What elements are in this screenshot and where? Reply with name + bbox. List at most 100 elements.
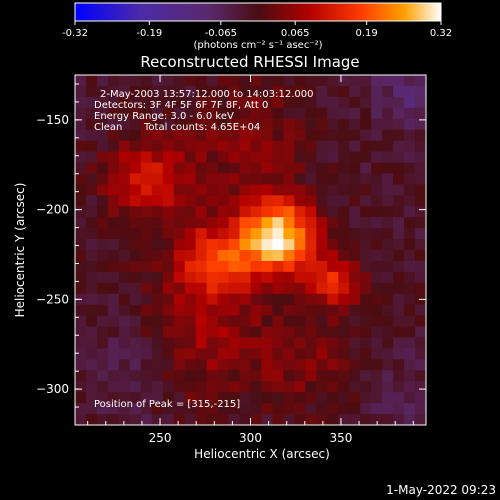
heatmap-cell — [140, 162, 153, 175]
heatmap-cell — [217, 359, 230, 371]
heatmap-cell — [162, 140, 175, 153]
heatmap-cell — [162, 315, 175, 328]
heatmap-cell — [129, 260, 142, 273]
heatmap-cell — [228, 348, 241, 360]
heatmap-cell — [85, 140, 98, 153]
heatmap-cell — [151, 151, 164, 164]
heatmap-cell — [162, 173, 175, 185]
heatmap-cell — [371, 75, 383, 87]
heatmap-cell — [415, 140, 426, 153]
heatmap-cell — [404, 304, 416, 317]
heatmap-cell — [184, 315, 197, 328]
heatmap-cell — [173, 370, 186, 382]
heatmap-cell — [228, 239, 241, 251]
heatmap-cell — [327, 228, 339, 240]
heatmap-cell — [360, 414, 372, 425]
heatmap-cell — [338, 403, 350, 415]
heatmap-cell — [184, 348, 197, 360]
heatmap-cell — [371, 315, 383, 328]
heatmap-cell — [327, 96, 339, 109]
heatmap-cell — [316, 85, 328, 98]
heatmap-cell — [206, 414, 219, 425]
heatmap-cell — [75, 140, 87, 153]
heatmap-cell — [360, 195, 372, 207]
heatmap-cell — [239, 151, 252, 164]
heatmap-cell — [393, 118, 405, 131]
heatmap-cell — [393, 293, 405, 306]
heatmap-cell — [283, 75, 295, 87]
heatmap-cell — [272, 403, 285, 415]
heatmap-cell — [382, 392, 394, 404]
heatmap-cell — [305, 140, 317, 153]
heatmap-cell — [305, 359, 317, 371]
heatmap-cell — [151, 315, 164, 328]
heatmap-cell — [316, 250, 328, 262]
heatmap-cell — [305, 304, 317, 317]
heatmap-cell — [107, 337, 120, 350]
heatmap-cell — [184, 260, 197, 273]
heatmap-cell — [261, 239, 274, 251]
heatmap-cell — [415, 118, 426, 131]
heatmap-cell — [404, 129, 416, 142]
heatmap-cell — [349, 348, 361, 360]
heatmap-cell — [261, 414, 274, 425]
heatmap-cell — [294, 85, 306, 98]
heatmap-cell — [382, 85, 394, 98]
heatmap-cell — [173, 217, 186, 229]
heatmap-cell — [272, 96, 285, 109]
heatmap-cell — [305, 293, 317, 306]
heatmap-cell — [415, 206, 426, 218]
heatmap-cell — [96, 304, 109, 317]
heatmap-cell — [393, 129, 405, 142]
heatmap-cell — [272, 260, 285, 273]
heatmap-cell — [118, 96, 131, 109]
heatmap-cell — [305, 403, 317, 415]
heatmap-cell — [305, 96, 317, 109]
heatmap-cell — [228, 403, 241, 415]
heatmap-cell — [261, 75, 274, 87]
heatmap-cell — [118, 228, 131, 240]
heatmap-cell — [371, 118, 383, 131]
heatmap-cell — [228, 140, 241, 153]
heatmap-cell — [151, 217, 164, 229]
heatmap-cell — [250, 195, 263, 207]
heatmap-cell — [316, 206, 328, 218]
heatmap-cell — [129, 348, 142, 360]
heatmap-cell — [85, 381, 98, 393]
heatmap-cell — [75, 250, 87, 262]
heatmap-cell — [140, 228, 153, 240]
heatmap-cell — [173, 326, 186, 339]
heatmap-cell — [85, 337, 98, 350]
heatmap-cell — [96, 129, 109, 142]
heatmap-cell — [360, 250, 372, 262]
heatmap-cell — [404, 315, 416, 328]
heatmap-cell — [75, 326, 87, 339]
heatmap-cell — [129, 337, 142, 350]
heatmap-cell — [294, 129, 306, 142]
heatmap-cell — [261, 173, 274, 185]
heatmap-cell — [393, 392, 405, 404]
colorbar-tick-label: -0.065 — [205, 28, 237, 39]
heatmap-cell — [195, 293, 208, 306]
heatmap-cell — [184, 151, 197, 164]
heatmap-cell — [327, 129, 339, 142]
heatmap-cell — [305, 206, 317, 218]
heatmap-cell — [129, 228, 142, 240]
heatmap-cell — [151, 96, 164, 109]
heatmap-cell — [327, 359, 339, 371]
heatmap-cell — [206, 129, 219, 142]
heatmap-cell — [140, 118, 153, 131]
heatmap-cell — [305, 250, 317, 262]
heatmap-cell — [217, 403, 230, 415]
heatmap-cell — [96, 118, 109, 131]
heatmap-cell — [294, 271, 306, 284]
heatmap-cell — [404, 184, 416, 196]
heatmap-cell — [118, 293, 131, 306]
heatmap-cell — [338, 173, 350, 185]
heatmap-cell — [162, 129, 175, 142]
heatmap-cell — [283, 392, 295, 404]
heatmap-cell — [250, 370, 263, 382]
heatmap-cell — [118, 315, 131, 328]
heatmap-cell — [360, 282, 372, 295]
heatmap-cell — [107, 260, 120, 273]
